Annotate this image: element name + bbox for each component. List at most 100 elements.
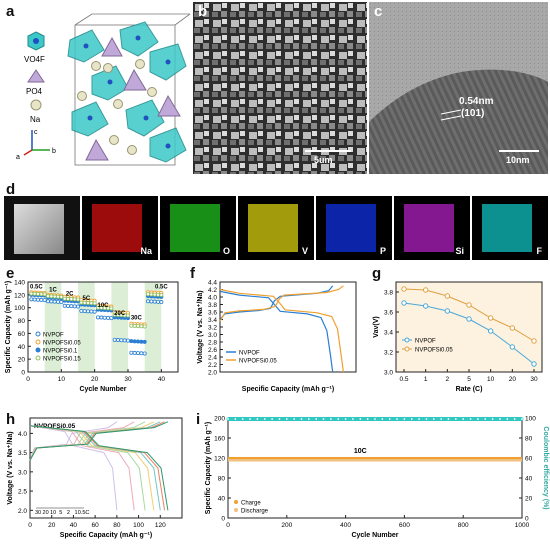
e-point	[72, 297, 77, 302]
e-point	[122, 338, 127, 343]
h-xtick-label: 120	[155, 522, 166, 529]
e-point	[39, 292, 44, 297]
e-point	[149, 292, 154, 297]
e-point	[46, 294, 51, 299]
i-ce-point	[454, 417, 458, 421]
i-ce-point	[358, 417, 362, 421]
h-ytick-label: 3.5	[18, 450, 27, 457]
g-ytick-label: 3.8	[384, 290, 393, 297]
e-ytick-label: 60	[18, 331, 26, 338]
e-point	[66, 296, 71, 301]
i-right-ytick-label: 20	[525, 496, 533, 503]
eds-map-si: Si	[394, 196, 470, 260]
i-ce-point	[446, 417, 450, 421]
lattice-plane: (101)	[461, 108, 485, 119]
panel-label-h: h	[6, 411, 16, 428]
i-ce-point	[351, 417, 355, 421]
tem-scale-bar	[499, 150, 539, 152]
legend-vo4f: VO4F	[24, 55, 45, 64]
e-ylabel: Specific Capacity (mAh g⁻¹)	[5, 281, 12, 373]
e-legend-marker	[35, 347, 41, 353]
i-xtick-label: 200	[281, 522, 292, 529]
h-xtick-label: 40	[70, 522, 78, 529]
i-legend-marker	[234, 508, 238, 512]
e-point	[155, 299, 160, 304]
i-xtick-label: 800	[458, 522, 469, 529]
i-ce-point	[248, 417, 252, 421]
e-point	[155, 292, 160, 297]
i-ce-point	[439, 417, 443, 421]
f-ylabel: Voltage (V vs. Na⁺/Na)	[197, 290, 204, 363]
g-point	[466, 302, 472, 308]
e-rate-label: 5C	[82, 296, 90, 302]
e-point	[96, 315, 101, 320]
crystal-structure: VO4F PO4 Na c b a	[16, 13, 191, 166]
e-point	[159, 292, 164, 297]
f-discharge-curve	[219, 290, 334, 373]
i-ce-point	[270, 417, 274, 421]
e-xtick-label: 30	[124, 376, 132, 383]
i-frame	[227, 417, 523, 519]
e-point	[79, 308, 84, 313]
h-rate-label: 20	[43, 510, 49, 516]
e-point	[62, 296, 67, 301]
i-ce-point	[285, 417, 289, 421]
e-point	[116, 338, 121, 343]
h-profile-curve	[29, 425, 161, 511]
h-profile-curve	[29, 425, 118, 511]
e-point	[129, 350, 134, 355]
e-point	[59, 294, 64, 299]
legend-na: Na	[30, 115, 41, 124]
e-point	[152, 299, 157, 304]
i-ce-point	[491, 417, 495, 421]
e-point	[59, 300, 64, 305]
panel-label-i: i	[196, 411, 201, 428]
haadf-image	[4, 196, 80, 260]
i-annotation: 10C	[354, 448, 367, 455]
e-point	[52, 299, 57, 304]
i-right-ytick-label: 0	[525, 516, 529, 523]
e-ytick-label: 0	[21, 370, 25, 377]
panel-label-c: c	[374, 3, 383, 20]
axes-indicator: c b a	[16, 129, 56, 161]
f-charge-curve	[219, 285, 334, 320]
i-legend-marker	[234, 500, 238, 504]
i-ce-point	[461, 417, 465, 421]
e-point	[145, 292, 150, 297]
e-rate-label: 30C	[131, 315, 143, 321]
i-ce-point	[380, 417, 384, 421]
h-xtick-label: 20	[48, 522, 56, 529]
e-rate-label: 20C	[114, 311, 126, 317]
g-point	[444, 308, 451, 314]
f-ytick-label: 2.0	[208, 370, 217, 377]
i-ce-point	[498, 417, 502, 421]
unit-cell	[67, 13, 191, 166]
i-right-ytick-label: 60	[525, 456, 533, 463]
svg-text:c: c	[34, 129, 38, 136]
e-point	[129, 323, 134, 328]
eds-map-label: Na	[140, 246, 152, 256]
e-point	[29, 297, 34, 302]
f-charge-curve	[219, 285, 344, 322]
g-xtick-label: 2	[446, 376, 450, 383]
e-frame	[27, 281, 179, 373]
g-ytick-label: 3.2	[384, 350, 393, 357]
e-point	[69, 304, 74, 309]
e-ytick-label: 100	[14, 305, 25, 312]
h-rate-label: 5	[59, 510, 62, 516]
e-point	[129, 339, 134, 344]
h-xtick-label: 0	[28, 522, 32, 529]
e-legend-label: NVPOFSi0.1	[43, 349, 78, 355]
i-y2label: Coulombic efficiency (%)	[542, 426, 549, 509]
f-ytick-label: 2.4	[208, 355, 217, 362]
g-point	[422, 303, 429, 309]
g-xtick-label: 10	[487, 376, 495, 383]
i-xtick-label: 1000	[515, 522, 530, 529]
h-ytick-label: 2.5	[18, 489, 27, 496]
e-point	[145, 299, 150, 304]
eds-map-v: V	[238, 196, 314, 260]
e-point	[139, 351, 144, 356]
e-point	[49, 299, 54, 304]
i-ce-point	[329, 417, 333, 421]
i-ce-point	[292, 417, 296, 421]
